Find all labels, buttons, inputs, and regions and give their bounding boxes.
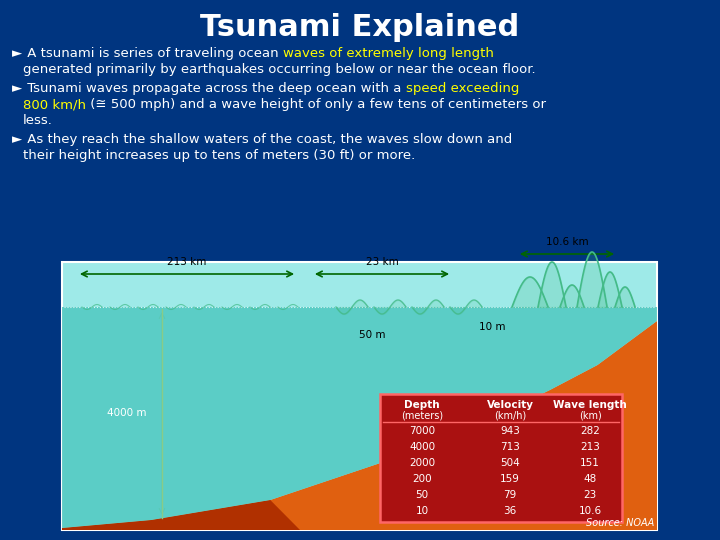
Text: 282: 282 — [580, 426, 600, 436]
Text: (km): (km) — [579, 411, 601, 421]
Text: generated primarily by earthquakes occurring below or near the ocean floor.: generated primarily by earthquakes occur… — [23, 63, 536, 76]
Text: 4000 m: 4000 m — [107, 408, 147, 418]
Text: 800 km/h: 800 km/h — [23, 98, 86, 111]
Text: 943: 943 — [500, 426, 520, 436]
Text: waves of extremely long length: waves of extremely long length — [283, 47, 494, 60]
Text: (km/h): (km/h) — [494, 411, 526, 421]
Text: 10.6: 10.6 — [578, 506, 602, 516]
Text: 36: 36 — [503, 506, 517, 516]
Text: 23 km: 23 km — [366, 257, 398, 267]
Text: 10.6 km: 10.6 km — [546, 237, 588, 247]
Text: Source: NOAA: Source: NOAA — [586, 518, 654, 528]
Text: Wave length: Wave length — [553, 400, 627, 410]
Text: ►: ► — [12, 47, 22, 60]
Text: 159: 159 — [500, 474, 520, 484]
Bar — [62, 262, 657, 530]
Text: ►: ► — [12, 82, 22, 95]
Text: 2000: 2000 — [409, 458, 435, 468]
Text: speed exceeding: speed exceeding — [405, 82, 519, 95]
Text: Velocity: Velocity — [487, 400, 534, 410]
Text: 50: 50 — [415, 490, 428, 500]
Polygon shape — [62, 307, 657, 528]
Text: As they reach the shallow waters of the coast, the waves slow down and: As they reach the shallow waters of the … — [23, 133, 512, 146]
Text: less.: less. — [23, 114, 53, 127]
Text: 10: 10 — [415, 506, 428, 516]
Polygon shape — [62, 500, 300, 530]
Text: 10 m: 10 m — [479, 322, 505, 332]
Text: 50 m: 50 m — [359, 330, 385, 340]
Text: 48: 48 — [583, 474, 597, 484]
Text: 213: 213 — [580, 442, 600, 452]
Text: 713: 713 — [500, 442, 520, 452]
Text: 151: 151 — [580, 458, 600, 468]
Text: Tsunami waves propagate across the deep ocean with a: Tsunami waves propagate across the deep … — [23, 82, 405, 95]
Text: A tsunami is series of traveling ocean: A tsunami is series of traveling ocean — [23, 47, 283, 60]
Text: (≅ 500 mph) and a wave height of only a few tens of centimeters or: (≅ 500 mph) and a wave height of only a … — [86, 98, 546, 111]
Text: 504: 504 — [500, 458, 520, 468]
Text: 7000: 7000 — [409, 426, 435, 436]
Text: their height increases up to tens of meters (30 ft) or more.: their height increases up to tens of met… — [23, 149, 415, 162]
Text: 4000: 4000 — [409, 442, 435, 452]
Text: 23: 23 — [583, 490, 597, 500]
Polygon shape — [62, 321, 657, 530]
Text: ►: ► — [12, 133, 22, 146]
Text: 79: 79 — [503, 490, 517, 500]
Text: (meters): (meters) — [401, 411, 443, 421]
Bar — [380, 394, 622, 522]
Text: Tsunami Explained: Tsunami Explained — [200, 13, 520, 42]
Text: 213 km: 213 km — [167, 257, 207, 267]
Text: 200: 200 — [412, 474, 432, 484]
Text: Depth: Depth — [404, 400, 440, 410]
